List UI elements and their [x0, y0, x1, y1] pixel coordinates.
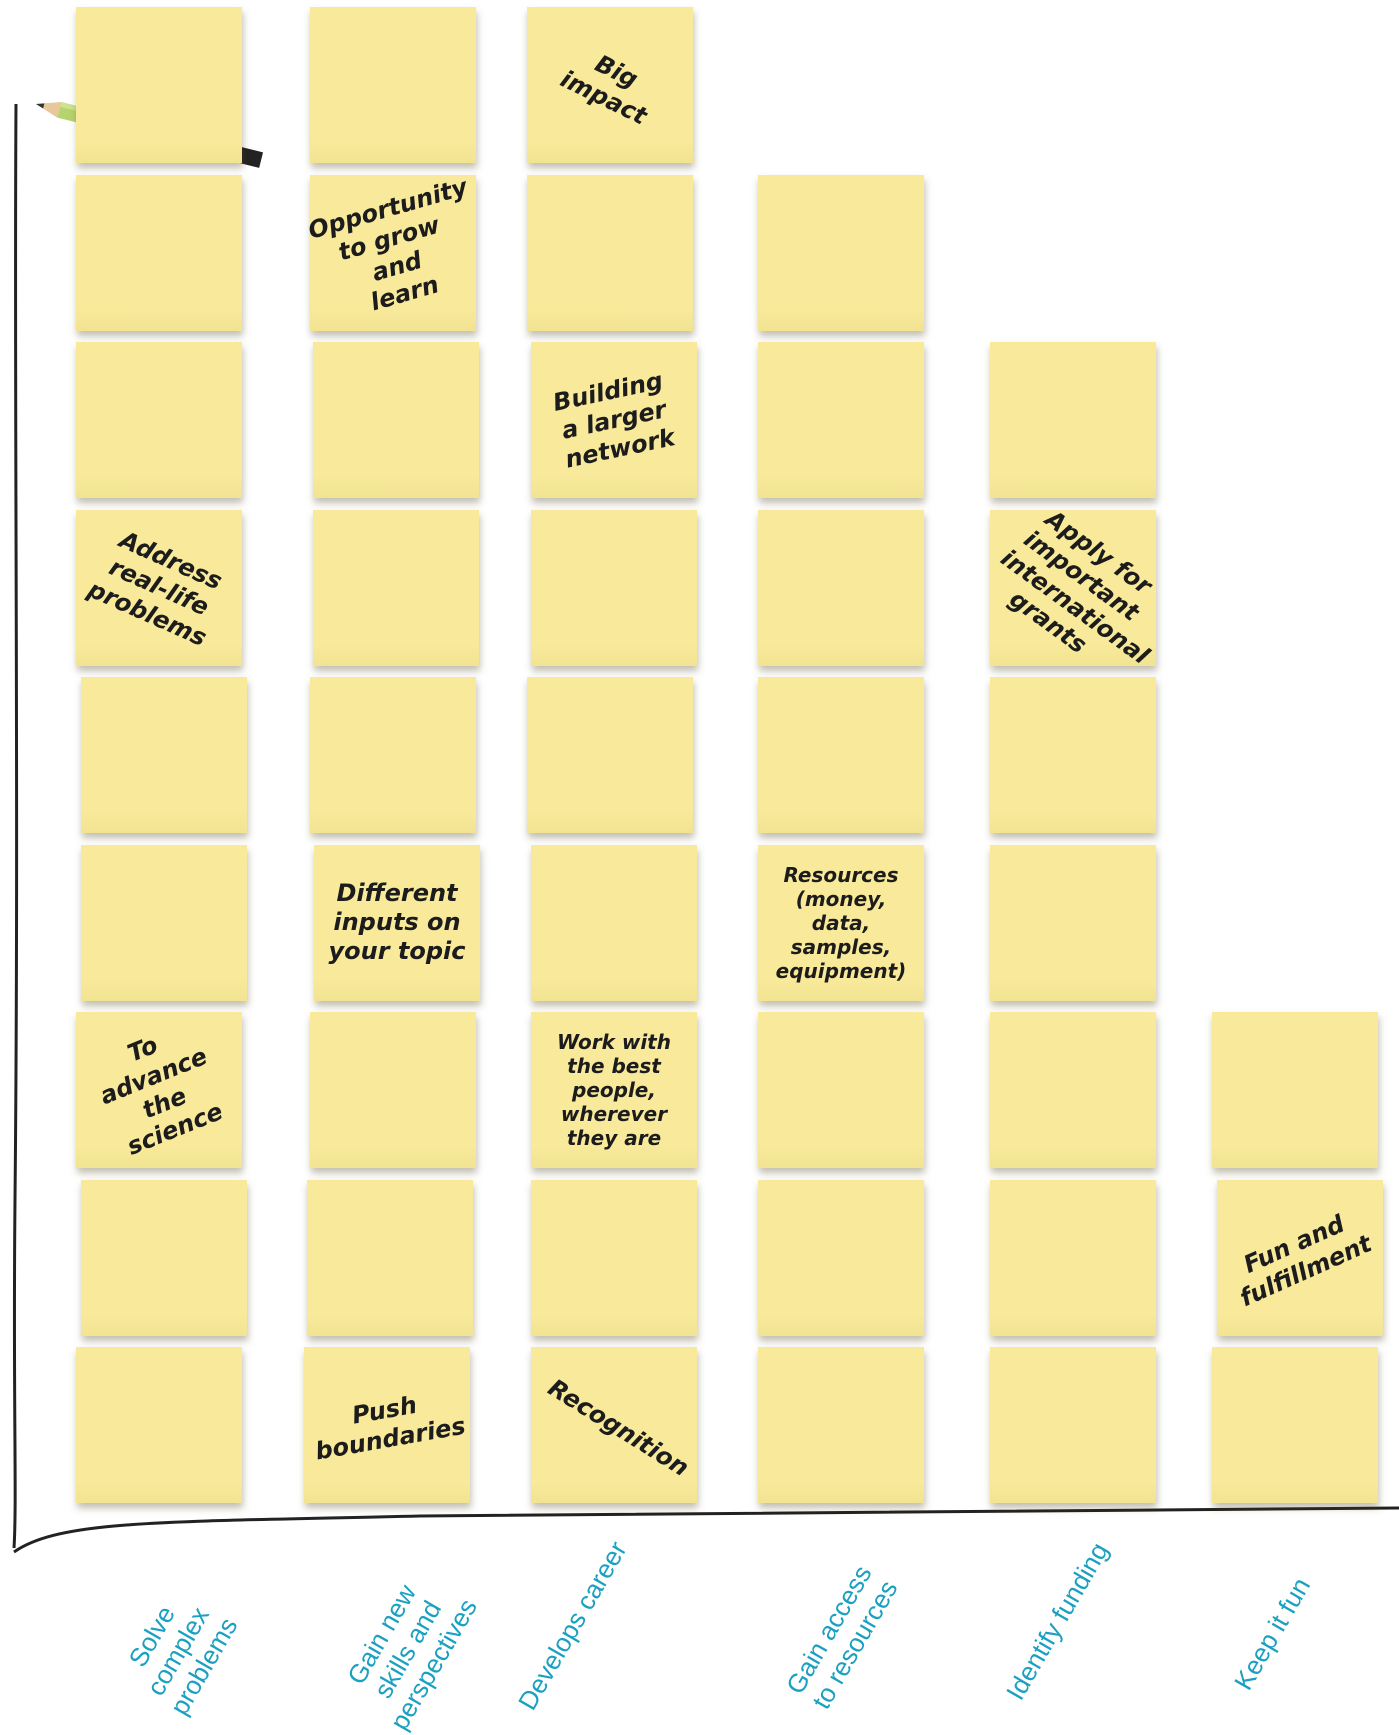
sticky-note-text: Recognition: [543, 1373, 694, 1482]
sticky-note-text: Work with the best people, wherever they…: [557, 1030, 671, 1150]
sticky-note: [310, 677, 476, 833]
sticky-note: [1212, 1012, 1378, 1168]
sticky-note: [307, 1179, 473, 1336]
sticky-note: [758, 677, 924, 833]
sticky-note: [81, 1179, 247, 1336]
sticky-note: [758, 1179, 924, 1336]
sticky-note: To advance the science: [76, 1012, 242, 1168]
sticky-note: Resources (money, data, samples, equipme…: [758, 844, 924, 1001]
sticky-note: [990, 1179, 1156, 1336]
sticky-note: Big impact: [527, 7, 693, 163]
sticky-note-text: Resources (money, data, samples, equipme…: [775, 862, 907, 983]
sticky-note: [990, 677, 1156, 833]
sticky-note: [1212, 1347, 1378, 1503]
sticky-note-text: Different inputs on your topic: [328, 879, 466, 965]
sticky-note: [531, 509, 697, 666]
sticky-note: Fun and fulfillment: [1217, 1179, 1383, 1336]
sticky-note: Building a larger network: [531, 342, 697, 498]
sticky-note: [758, 1347, 924, 1503]
sticky-note-text: Fun and fulfillment: [1235, 1209, 1376, 1312]
sticky-note: [758, 1012, 924, 1168]
sticky-note: [531, 844, 697, 1001]
sticky-note: Apply for important international grants: [990, 504, 1157, 669]
sticky-note: Recognition: [531, 1347, 697, 1503]
sticky-note: [758, 174, 924, 331]
sticky-note: [990, 1347, 1156, 1503]
y-axis-line: [12, 103, 19, 1549]
sticky-note-text: Push boundaries: [313, 1390, 468, 1466]
sticky-note: [758, 509, 924, 666]
sticky-note: Address real-life problems: [76, 509, 242, 666]
sticky-note: [81, 677, 247, 833]
sticky-note: [313, 342, 479, 498]
sticky-note: [310, 1012, 476, 1168]
sticky-note: [527, 174, 693, 331]
sticky-note: [990, 1012, 1156, 1168]
sticky-note: Different inputs on your topic: [314, 844, 480, 1001]
sticky-note: [81, 844, 247, 1001]
sticky-note: [313, 509, 479, 666]
sticky-note: Push boundaries: [304, 1347, 470, 1503]
sticky-note: [531, 1179, 697, 1336]
x-axis-line: [13, 1506, 1399, 1554]
sticky-note: Opportunity to grow and learn: [305, 173, 476, 331]
sticky-note: [76, 1347, 242, 1503]
sticky-note: Work with the best people, wherever they…: [531, 1012, 697, 1168]
sticky-note-text: To advance the science: [95, 1031, 227, 1162]
sticky-note: [76, 174, 242, 331]
sticky-note: [76, 342, 242, 498]
sticky-note-text: Big impact: [556, 49, 652, 131]
sticky-note: [758, 342, 924, 498]
sticky-note: [990, 844, 1156, 1001]
sticky-note: [310, 7, 476, 163]
sticky-note-text: Address real-life problems: [83, 525, 227, 652]
sticky-note: [527, 677, 693, 833]
sticky-note: [76, 7, 242, 163]
sticky-note-text: Building a larger network: [550, 366, 678, 474]
sticky-note: [990, 342, 1156, 498]
sticky-note-text: Apply for important international grants: [995, 504, 1157, 670]
sticky-note-text: Opportunity to grow and learn: [305, 172, 471, 317]
